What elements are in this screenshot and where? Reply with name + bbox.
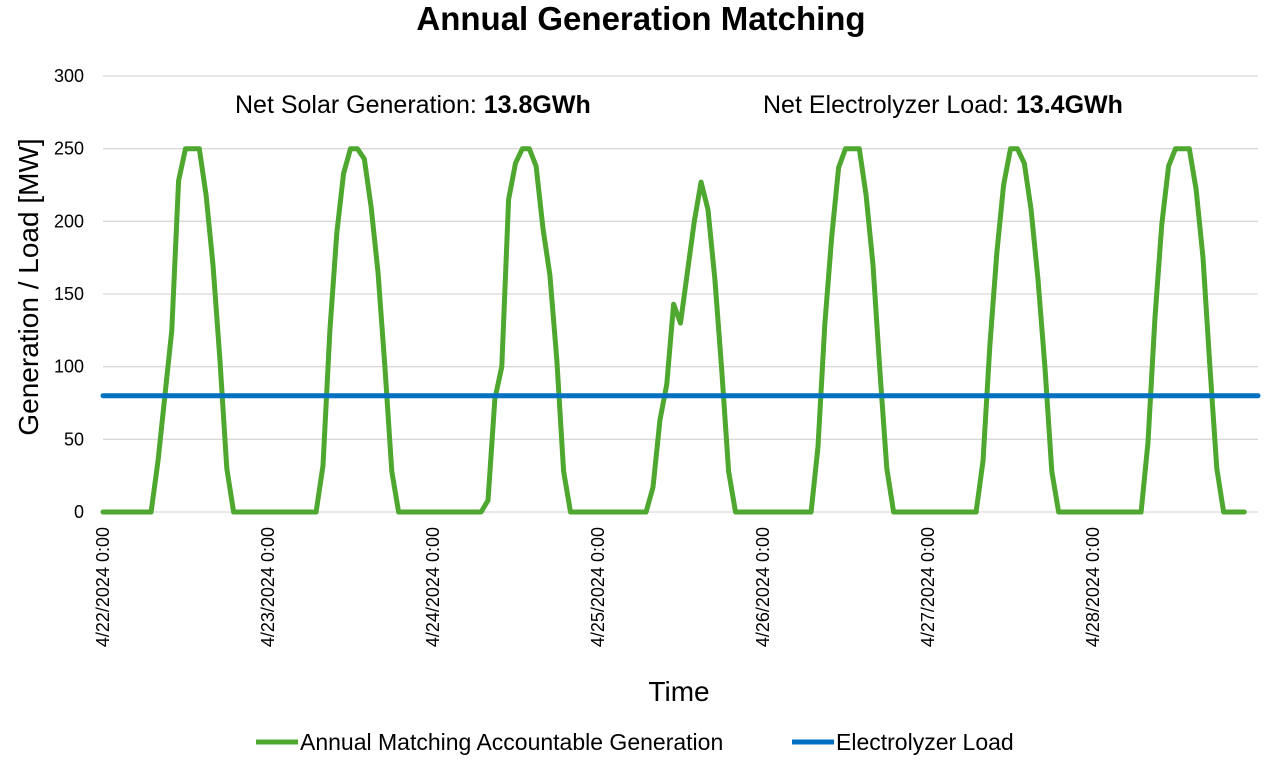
x-tick-label: 4/25/2024 0:00 [588,527,608,647]
y-tick-label: 250 [54,139,84,159]
net-solar-label: Net Solar Generation: [235,91,484,119]
x-axis-ticks: 4/22/2024 0:00 4/23/2024 0:00 4/24/2024 0:… [93,527,1103,647]
series-line-generation [100,146,1247,515]
y-tick-label: 150 [54,284,84,304]
y-tick-label: 50 [64,429,84,449]
legend-label-generation: Annual Matching Accountable Generation [300,729,723,755]
y-axis-label: Generation / Load [MW] [13,138,44,435]
y-tick-label: 300 [54,66,84,86]
series-layer [100,146,1261,515]
net-solar-annotation: Net Solar Generation: 13.8GWh [235,91,591,119]
y-tick-label: 0 [74,502,84,522]
y-tick-label: 200 [54,211,84,231]
x-tick-label: 4/26/2024 0:00 [753,527,773,647]
net-electrolyzer-value: 13.4GWh [1016,91,1123,119]
x-tick-label: 4/23/2024 0:00 [258,527,278,647]
y-axis-ticks: 0 50 100 150 200 250 300 [54,66,84,522]
x-tick-label: 4/22/2024 0:00 [93,527,113,647]
legend-label-electrolyzer: Electrolyzer Load [836,729,1014,755]
legend: Annual Matching Accountable Generation E… [256,729,1014,755]
net-solar-value: 13.8GWh [484,91,591,119]
chart-title: Annual Generation Matching [416,0,865,37]
net-electrolyzer-label: Net Electrolyzer Load: [763,91,1016,119]
x-tick-label: 4/28/2024 0:00 [1083,527,1103,647]
x-tick-label: 4/27/2024 0:00 [918,527,938,647]
y-tick-label: 100 [54,357,84,377]
x-axis-label: Time [648,676,709,707]
gridlines [103,75,1258,513]
x-tick-label: 4/24/2024 0:00 [423,527,443,647]
net-electrolyzer-annotation: Net Electrolyzer Load: 13.4GWh [763,91,1123,119]
